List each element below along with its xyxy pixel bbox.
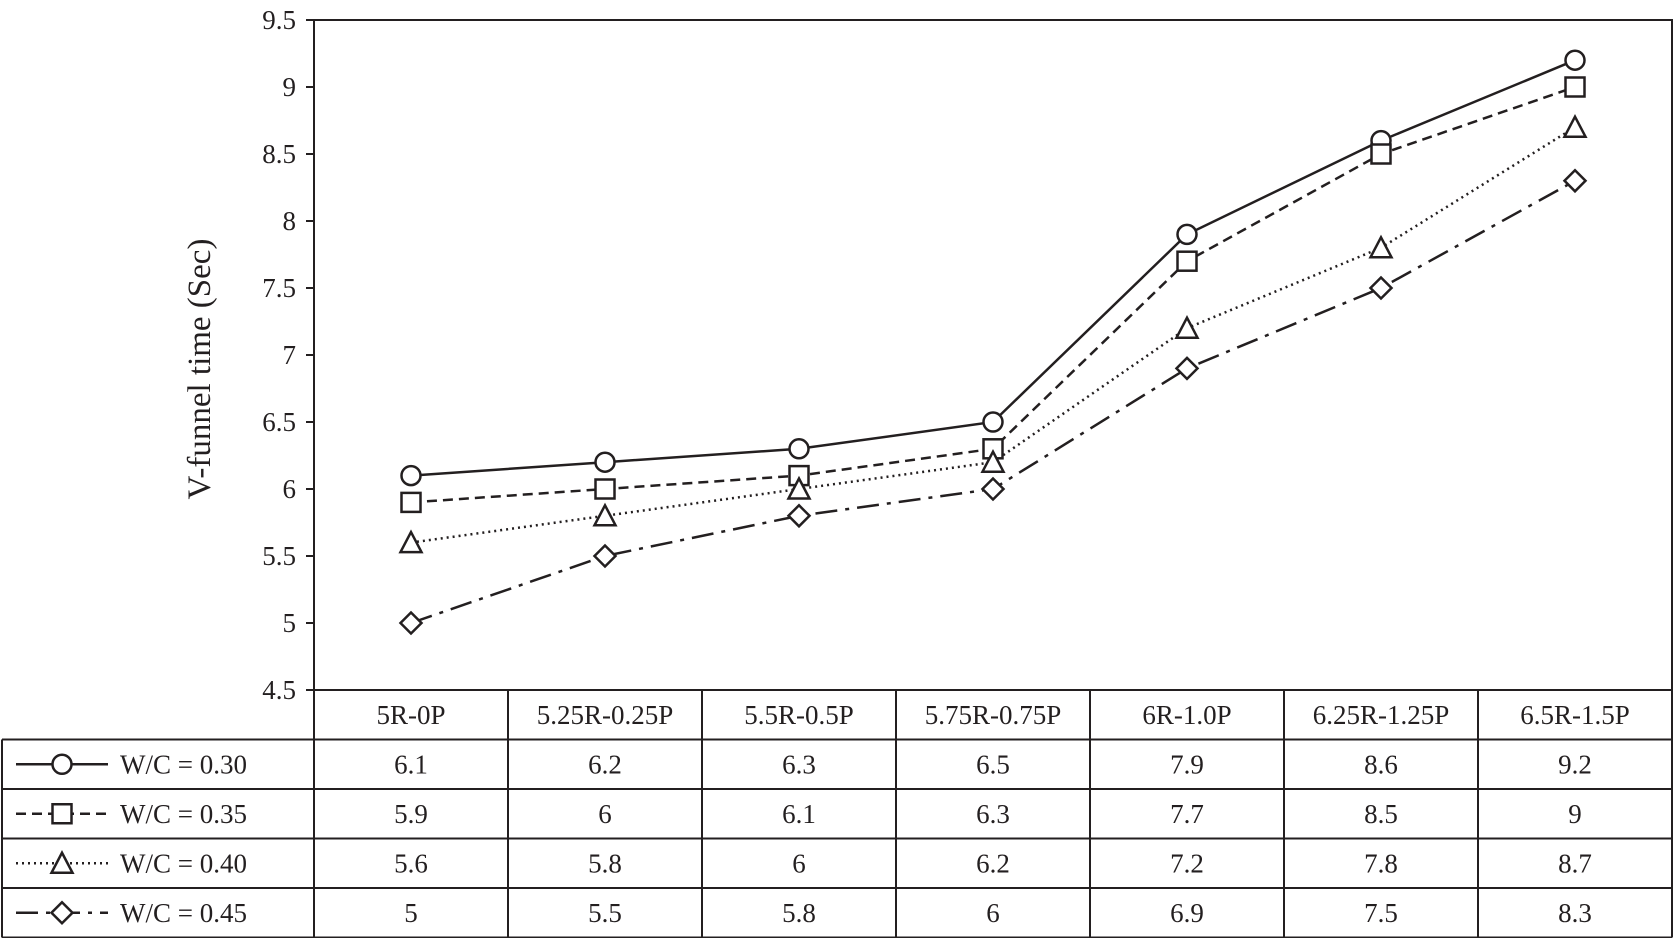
data-point-s2-1 [400, 491, 422, 514]
y-tick-label: 6 [283, 474, 297, 504]
series-line-4 [410, 179, 1576, 625]
legend-marker-2 [51, 803, 73, 825]
data-point-s1-5 [1176, 223, 1198, 246]
y-tick-label: 9.5 [262, 5, 296, 35]
y-axis-ticks: 4.5 5 5.5 6 6.5 7 7.5 8 8.5 9 9.5 [262, 5, 314, 705]
data-label: 7.8 [1364, 848, 1398, 878]
x-category-label: 5.25R-0.25P [537, 700, 674, 730]
plot-area-border [313, 19, 1673, 691]
y-tick-label: 7.5 [262, 273, 296, 303]
data-point-s4-2 [592, 543, 618, 569]
data-point-s3-1 [398, 529, 424, 554]
legend-marker-1 [51, 753, 73, 775]
data-label: 7.5 [1364, 898, 1398, 928]
data-label: 6.5 [976, 749, 1010, 779]
data-label: 7.9 [1170, 749, 1204, 779]
data-label: 9 [1568, 799, 1582, 829]
legend-label: W/C = 0.45 [120, 898, 247, 928]
y-tick-label: 4.5 [262, 675, 296, 705]
data-label: 8.7 [1558, 848, 1592, 878]
data-point-s4-4 [980, 476, 1006, 502]
data-label: 5.8 [588, 848, 622, 878]
legend-label: W/C = 0.40 [120, 848, 247, 878]
x-category-label: 6.5R-1.5P [1520, 700, 1630, 730]
chart-frame [1, 19, 1673, 938]
legend-marker-4 [49, 900, 75, 926]
data-label: 5.8 [782, 898, 816, 928]
data-point-s3-3 [786, 475, 812, 500]
y-axis-label: V-funnel time (Sec) [182, 239, 218, 500]
data-label: 8.6 [1364, 749, 1398, 779]
data-label: 8.3 [1558, 898, 1592, 928]
data-label: 6.2 [588, 749, 622, 779]
data-label: 6.1 [394, 749, 428, 779]
legend-label: W/C = 0.30 [120, 749, 247, 779]
data-label: 5.9 [394, 799, 428, 829]
data-label: 6 [986, 898, 1000, 928]
y-tick-label: 8.5 [262, 139, 296, 169]
x-category-label: 5.5R-0.5P [744, 700, 854, 730]
data-point-s3-2 [592, 502, 618, 527]
data-label: 6.9 [1170, 898, 1204, 928]
data-point-s4-5 [1174, 356, 1200, 381]
series-lines [410, 59, 1576, 625]
x-category-label: 5.75R-0.75P [925, 700, 1062, 730]
data-point-s1-4 [982, 411, 1004, 433]
data-point-s1-7 [1564, 49, 1586, 71]
data-point-s3-4 [980, 449, 1006, 473]
data-point-s1-3 [788, 438, 810, 460]
legend-label: W/C = 0.35 [120, 799, 247, 829]
data-label: 6.2 [976, 848, 1010, 878]
data-point-s1-1 [400, 464, 422, 487]
data-table: 5R-0P 5.25R-0.25P 5.5R-0.5P 5.75R-0.75P 6R-1… [16, 700, 1630, 928]
x-category-label: 5R-0P [376, 700, 445, 730]
y-tick-label: 7 [283, 340, 297, 370]
data-point-s2-7 [1564, 76, 1586, 98]
data-point-s3-5 [1174, 315, 1200, 339]
data-label: 7.2 [1170, 848, 1204, 878]
data-point-s1-2 [594, 451, 616, 473]
data-label: 5.5 [588, 898, 622, 928]
y-tick-label: 8 [283, 206, 297, 236]
data-point-s3-6 [1368, 234, 1394, 259]
data-point-s4-6 [1368, 275, 1394, 301]
data-label: 6.3 [782, 749, 816, 779]
y-tick-label: 6.5 [262, 407, 296, 437]
x-category-label: 6R-1.0P [1142, 700, 1231, 730]
data-point-s4-1 [398, 610, 424, 636]
series-markers [398, 49, 1588, 636]
x-category-label: 6.25R-1.25P [1313, 700, 1450, 730]
data-label: 5.6 [394, 848, 428, 878]
y-tick-label: 5 [283, 608, 297, 638]
data-point-s2-6 [1370, 143, 1392, 165]
y-tick-label: 9 [283, 72, 297, 102]
data-label: 8.5 [1364, 799, 1398, 829]
data-label: 6.3 [976, 799, 1010, 829]
data-label: 7.7 [1170, 799, 1204, 829]
legend-marker-3 [49, 850, 75, 874]
data-label: 9.2 [1558, 749, 1592, 779]
data-point-s2-2 [594, 478, 616, 500]
data-label: 6 [598, 799, 612, 829]
data-point-s4-7 [1562, 168, 1588, 194]
data-point-s3-7 [1562, 114, 1588, 138]
data-point-s2-5 [1176, 250, 1198, 272]
data-label: 6 [792, 848, 806, 878]
y-tick-label: 5.5 [262, 541, 296, 571]
data-label: 5 [404, 898, 418, 928]
data-point-s4-3 [786, 503, 812, 529]
data-label: 6.1 [782, 799, 816, 829]
